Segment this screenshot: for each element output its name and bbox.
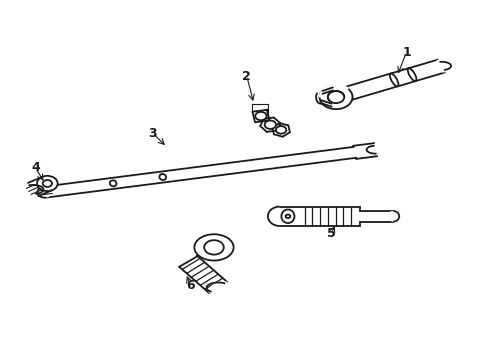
Ellipse shape — [37, 176, 58, 191]
Text: 3: 3 — [148, 127, 157, 140]
Ellipse shape — [264, 121, 275, 129]
Ellipse shape — [281, 210, 294, 223]
Text: 4: 4 — [31, 161, 40, 174]
Text: 2: 2 — [242, 70, 251, 83]
Ellipse shape — [407, 68, 416, 81]
Ellipse shape — [434, 59, 447, 73]
Ellipse shape — [204, 240, 224, 255]
Text: 5: 5 — [326, 227, 335, 240]
Ellipse shape — [159, 174, 166, 180]
Text: 1: 1 — [401, 46, 410, 59]
Ellipse shape — [194, 234, 233, 261]
Ellipse shape — [42, 180, 52, 187]
Ellipse shape — [275, 126, 285, 134]
Ellipse shape — [386, 211, 399, 222]
Text: 6: 6 — [186, 279, 194, 292]
Ellipse shape — [389, 73, 398, 86]
Ellipse shape — [327, 91, 344, 103]
Ellipse shape — [110, 180, 116, 186]
Ellipse shape — [319, 85, 352, 109]
Ellipse shape — [208, 281, 228, 294]
Ellipse shape — [255, 112, 266, 120]
Ellipse shape — [285, 215, 290, 218]
Ellipse shape — [38, 186, 52, 198]
